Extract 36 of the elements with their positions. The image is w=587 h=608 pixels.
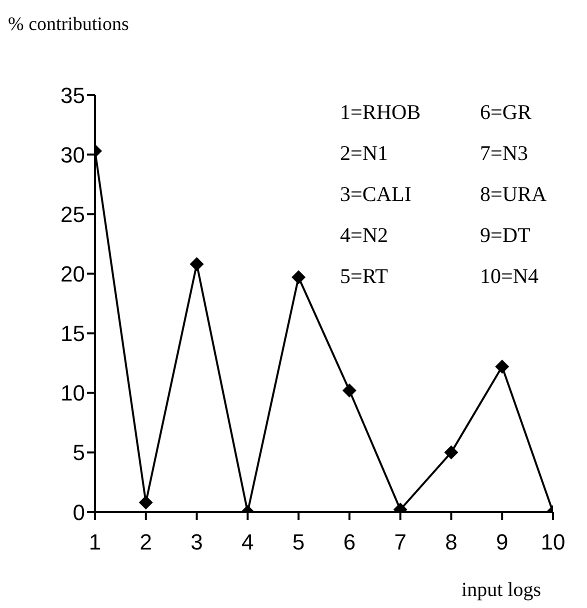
y-tick-label: 30	[60, 142, 85, 168]
x-axis-title: input logs	[462, 579, 542, 601]
annotation: 1=RHOB	[340, 99, 421, 126]
x-tick-label: 10	[540, 530, 566, 555]
point	[292, 270, 306, 284]
point	[190, 257, 204, 272]
y-tick-label: 15	[60, 321, 85, 346]
x-tick-label: 2	[140, 530, 152, 555]
point	[342, 383, 356, 398]
x-tick-label: 5	[292, 530, 305, 555]
annotation: 8=URA	[480, 181, 547, 208]
annotation: 10=N4	[480, 263, 540, 290]
point	[495, 360, 510, 374]
annotation: 5=RT	[340, 263, 389, 290]
x-tick-label: 4	[242, 530, 254, 555]
x-tick-label: 6	[343, 530, 356, 555]
annotation: 7=N3	[480, 140, 530, 167]
x-tick-label: 9	[496, 530, 508, 555]
point	[138, 495, 153, 510]
y-tick-label: 25	[60, 202, 85, 227]
y-tick-label: 0	[72, 500, 85, 525]
annotation: 6=GR	[480, 99, 533, 126]
y-tick-label: 5	[72, 440, 85, 466]
y-tick-label: 20	[60, 262, 85, 287]
chart-title: % contributions	[8, 14, 129, 36]
annotation: 4=N2	[340, 222, 390, 249]
y-tick-label: 35	[60, 82, 85, 108]
x-tick-label: 7	[394, 530, 406, 555]
point	[444, 445, 458, 460]
x-tick-label: 3	[190, 530, 203, 555]
annotation: 9=DT	[480, 222, 532, 249]
annotation: 2=N1	[340, 140, 390, 167]
x-tick-label: 8	[445, 530, 458, 555]
x-tick-label: 1	[88, 530, 102, 555]
y-tick-label: 10	[60, 380, 85, 406]
annotation: 3=CALI	[340, 181, 412, 208]
